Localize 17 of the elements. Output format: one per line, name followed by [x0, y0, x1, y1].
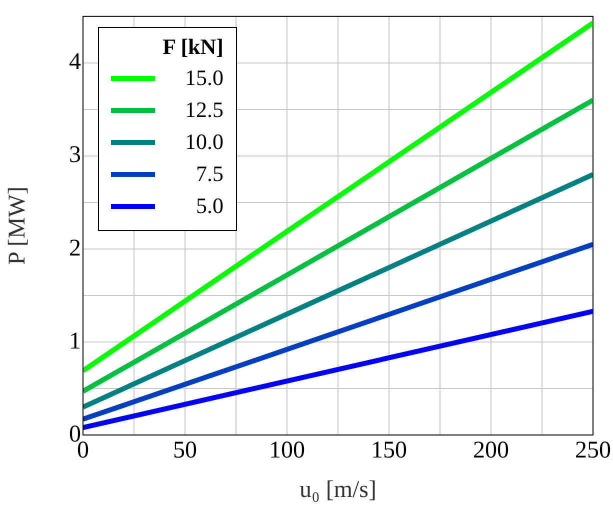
x-tick-label: 50 [173, 438, 197, 464]
x-tick-label: 100 [269, 438, 305, 464]
y-tick-label: 3 [69, 142, 81, 168]
legend-label: 10.0 [185, 129, 224, 155]
legend-label: 7.5 [196, 161, 224, 187]
x-tick-label: 150 [371, 438, 407, 464]
y-axis-title: P [MW] [4, 186, 31, 265]
x-tick-label: 250 [575, 438, 611, 464]
legend-label: 12.5 [185, 97, 224, 123]
x-axis-title: u₀ [m/s] [299, 476, 377, 503]
legend-label: 5.0 [196, 193, 224, 219]
y-tick-label: 1 [69, 328, 81, 354]
legend-label: 15.0 [185, 65, 224, 91]
y-tick-label: 4 [69, 49, 81, 76]
x-tick-label: 200 [473, 438, 509, 464]
legend-title: F [kN] [162, 34, 224, 60]
y-tick-label: 2 [69, 235, 81, 262]
